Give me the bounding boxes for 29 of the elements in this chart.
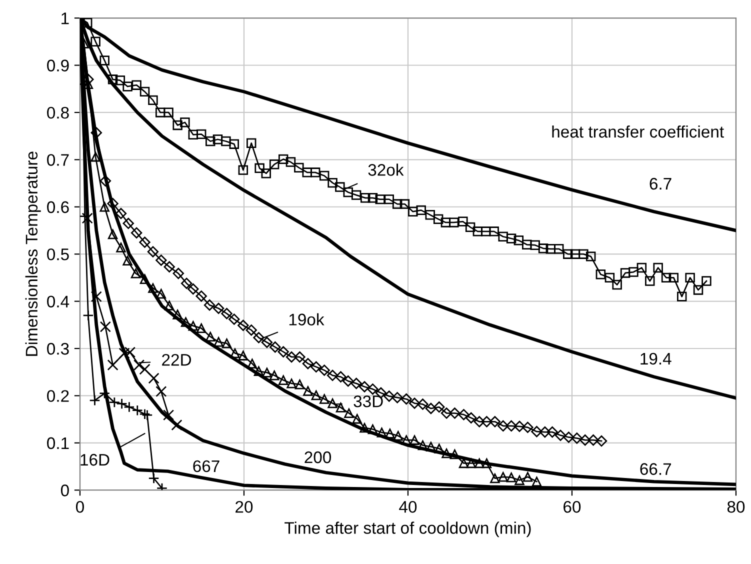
y-tick-label: 0.8 <box>47 106 69 119</box>
y-tick-label: 0.9 <box>47 60 69 72</box>
annotation: 16D <box>80 454 110 466</box>
y-tick-label: 0.1 <box>47 437 69 450</box>
x-tick-label: 0 <box>76 500 84 513</box>
annotation: 19.4 <box>640 352 672 365</box>
y-tick-label: 1 <box>62 12 69 24</box>
x-tick-label: 20 <box>236 500 253 513</box>
x-tick-label: 80 <box>727 500 745 513</box>
y-tick-label: 0.3 <box>47 342 69 355</box>
annotation: 200 <box>304 451 332 464</box>
annotation: 667 <box>193 460 220 472</box>
y-tick-label: 0.2 <box>47 390 69 402</box>
annotation: 32ok <box>368 164 404 176</box>
y-tick-label: 0.7 <box>47 154 69 166</box>
x-tick-label: 40 <box>399 500 417 513</box>
y-tick-label: 0.4 <box>47 296 70 308</box>
annotation: 66.7 <box>640 463 672 475</box>
annotation: 22D <box>162 354 192 366</box>
y-tick-label: 0 <box>60 484 69 496</box>
annotation: heat transfer coefficient <box>552 125 724 138</box>
y-axis-title: Dimensionless Temperature <box>25 152 41 356</box>
y-tick-label: 0.5 <box>47 248 69 260</box>
annotation: 33D <box>354 395 383 408</box>
x-axis-title: Time after start of cooldown (min) <box>284 522 531 538</box>
y-tick-label: 0.6 <box>47 201 69 214</box>
annotation: 6.7 <box>650 178 672 190</box>
annotation: 19ok <box>289 313 324 326</box>
x-tick-label: 60 <box>564 500 581 513</box>
